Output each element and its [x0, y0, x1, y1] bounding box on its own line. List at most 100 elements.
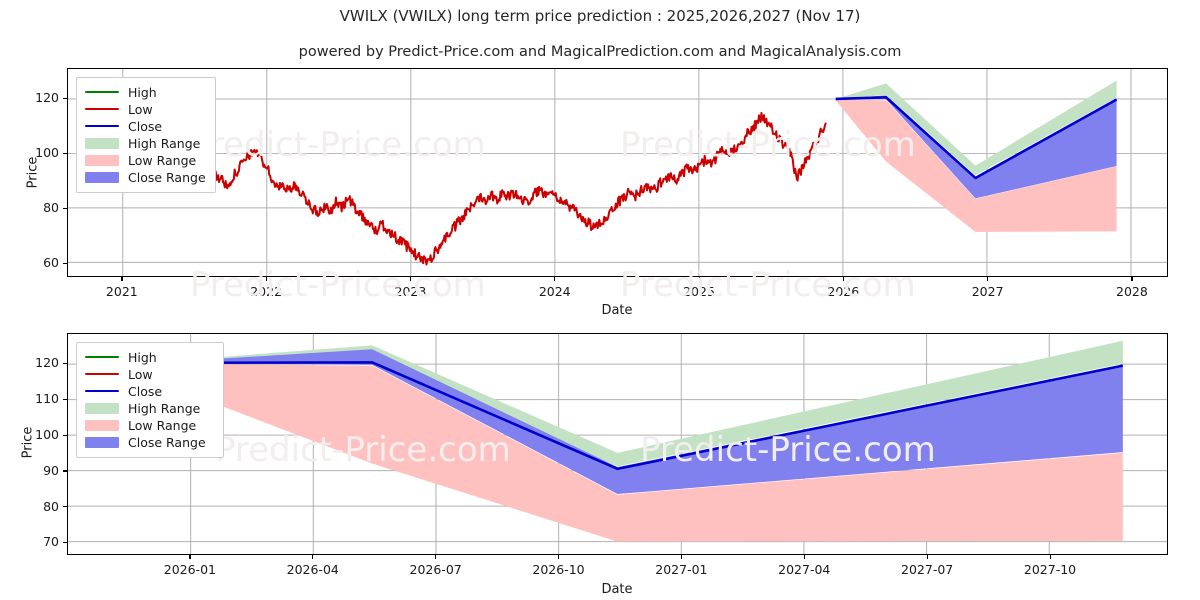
legend-item-low-range: Low Range: [85, 417, 214, 434]
legend-item-close: Close: [85, 383, 214, 400]
legend-label: High Range: [128, 136, 200, 151]
legend-item-high-range: High Range: [85, 135, 206, 152]
x-tick-mark: [189, 555, 190, 559]
watermark-left-top: Predict-Price.com: [190, 125, 486, 165]
watermark-zoom-right: Predict-Price.com: [640, 430, 936, 470]
y-tick-label: 80: [17, 499, 59, 514]
legend-label: Low: [128, 102, 153, 117]
legend-line-icon: [85, 356, 119, 358]
legend-item-low: Low: [85, 366, 214, 383]
legend-item-close: Close: [85, 118, 206, 135]
watermark-right-top: Predict-Price.com: [620, 125, 916, 165]
legend-top-swatch-icon: [85, 120, 119, 133]
x-tick-label: 2026-10: [514, 562, 604, 577]
overview-x-axis-label: Date: [567, 303, 667, 318]
watermark-left-bottom: Predict-Price.com: [190, 265, 486, 305]
overview-plot-area: [67, 68, 1168, 277]
x-tick-mark: [927, 555, 928, 559]
legend-bottom-swatch-icon: [85, 402, 119, 415]
legend-top-swatch-icon: [85, 103, 119, 116]
zoom-y-axis-label: Price: [21, 398, 36, 488]
x-tick-label: 2024: [510, 284, 600, 299]
x-tick-mark: [804, 555, 805, 559]
legend-patch-icon: [85, 138, 119, 149]
legend-bottom-swatch-icon: [85, 368, 119, 381]
y-tick-mark: [63, 506, 67, 507]
x-tick-mark: [554, 277, 555, 281]
legend-top-swatch-icon: [85, 86, 119, 99]
legend-line-icon: [85, 125, 119, 127]
zoom-x-axis-label: Date: [567, 582, 667, 597]
legend-patch-icon: [85, 420, 119, 431]
legend-line-icon: [85, 91, 119, 93]
y-tick-mark: [63, 153, 67, 154]
x-tick-label: 2026-04: [268, 562, 358, 577]
legend-label: Close Range: [128, 435, 206, 450]
zoom-legend: High Low Close High Range Low Range Close Ran…: [76, 342, 224, 458]
y-tick-label: 120: [17, 355, 59, 370]
legend-line-icon: [85, 108, 119, 110]
legend-item-close-range: Close Range: [85, 434, 214, 451]
y-tick-mark: [63, 263, 67, 264]
overview-plot-svg: [68, 69, 1167, 276]
x-tick-label: 2026-01: [145, 562, 235, 577]
legend-label: High: [128, 350, 157, 365]
legend-bottom-swatch-icon: [85, 385, 119, 398]
watermark-right-bottom: Predict-Price.com: [620, 265, 916, 305]
legend-patch-icon: [85, 437, 119, 448]
legend-item-high-range: High Range: [85, 400, 214, 417]
chart-page: VWILX (VWILX) long term price prediction…: [0, 0, 1200, 600]
x-tick-mark: [312, 555, 313, 559]
legend-item-close-range: Close Range: [85, 169, 206, 186]
legend-label: Close: [128, 119, 162, 134]
zoom-chart-panel: Predict-Price.com Predict-Price.com 70 80…: [0, 320, 1200, 600]
legend-label: Close: [128, 384, 162, 399]
legend-top-swatch-icon: [85, 171, 119, 184]
y-tick-mark: [63, 542, 67, 543]
x-tick-label: 2027-04: [759, 562, 849, 577]
x-tick-label: 2027-07: [882, 562, 972, 577]
legend-item-high: High: [85, 349, 214, 366]
x-tick-label: 2027-10: [1005, 562, 1095, 577]
legend-label: Low Range: [128, 418, 196, 433]
x-tick-mark: [121, 277, 122, 281]
overview-y-axis-label: Price: [26, 128, 41, 218]
legend-label: Low Range: [128, 153, 196, 168]
overview-chart-panel: Predict-Price.com Predict-Price.com Pred…: [0, 0, 1200, 320]
x-tick-mark: [558, 555, 559, 559]
x-tick-label: 2021: [77, 284, 167, 299]
overview-legend: High Low Close High Range Low Range Close Ran…: [76, 77, 216, 193]
x-tick-mark: [1131, 277, 1132, 281]
legend-patch-icon: [85, 403, 119, 414]
legend-label: High: [128, 85, 157, 100]
y-tick-mark: [63, 208, 67, 209]
x-tick-mark: [987, 277, 988, 281]
y-tick-mark: [63, 98, 67, 99]
y-tick-mark: [63, 435, 67, 436]
legend-label: Low: [128, 367, 153, 382]
watermark-zoom-left: Predict-Price.com: [215, 430, 511, 470]
legend-bottom-swatch-icon: [85, 351, 119, 364]
y-tick-mark: [63, 399, 67, 400]
legend-top-swatch-icon: [85, 154, 119, 167]
y-tick-mark: [63, 470, 67, 471]
x-tick-mark: [435, 555, 436, 559]
y-tick-mark: [63, 363, 67, 364]
legend-patch-icon: [85, 155, 119, 166]
y-tick-label: 120: [17, 90, 59, 105]
x-tick-label: 2027: [943, 284, 1033, 299]
legend-patch-icon: [85, 172, 119, 183]
legend-label: Close Range: [128, 170, 206, 185]
y-tick-label: 70: [17, 534, 59, 549]
legend-item-low: Low: [85, 101, 206, 118]
legend-top-swatch-icon: [85, 137, 119, 150]
legend-item-low-range: Low Range: [85, 152, 206, 169]
legend-label: High Range: [128, 401, 200, 416]
legend-bottom-swatch-icon: [85, 419, 119, 432]
x-tick-label: 2028: [1087, 284, 1177, 299]
x-tick-label: 2026-07: [391, 562, 481, 577]
x-tick-mark: [1050, 555, 1051, 559]
x-tick-label: 2027-01: [636, 562, 726, 577]
legend-line-icon: [85, 390, 119, 392]
legend-line-icon: [85, 373, 119, 375]
